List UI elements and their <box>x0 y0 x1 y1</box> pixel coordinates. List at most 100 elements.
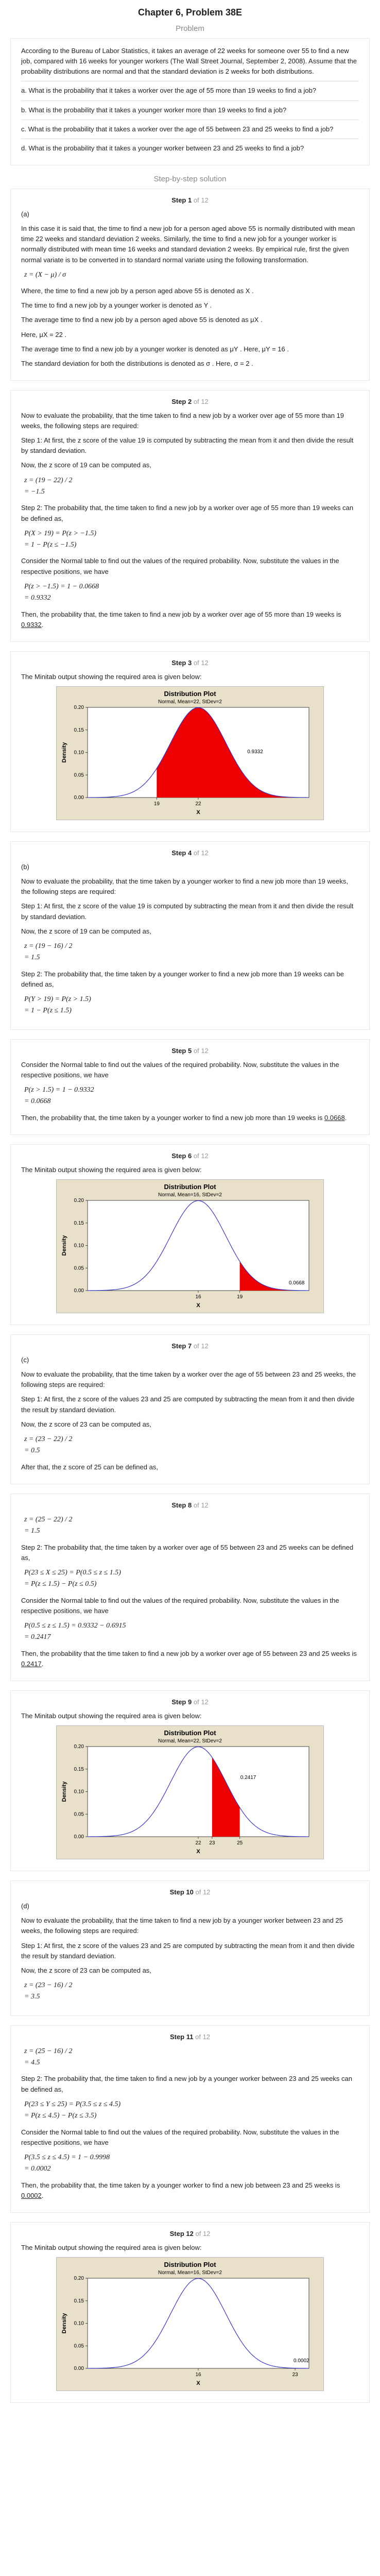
step-card: Step 4 of 12 (b) Now to evaluate the pro… <box>10 841 370 1030</box>
x-axis-label: X <box>196 1849 200 1855</box>
step-card: Step 9 of 12 The Minitab output showing … <box>10 1690 370 1872</box>
formula: z = (19 − 22) / 2 = −1.5 <box>24 476 73 496</box>
step-card: Step 5 of 12 Consider the Normal table t… <box>10 1039 370 1135</box>
x-tick-label: 22 <box>195 1840 201 1846</box>
step-text: Then, the probability that, the time tak… <box>21 2181 340 2199</box>
question-d: d. What is the probability that it takes… <box>21 138 359 154</box>
x-axis-label: X <box>196 809 200 816</box>
x-tick-label: 19 <box>237 1294 243 1300</box>
step-text: The average time to find a new job by a … <box>21 345 289 353</box>
formula: P(0.5 ≤ z ≤ 1.5) = 0.9332 − 0.6915 = 0.2… <box>24 1621 126 1641</box>
step-card: Step 12 of 12 The Minitab output showing… <box>10 2222 370 2403</box>
y-axis-label: Density <box>61 2313 67 2334</box>
y-tick-label: 0.05 <box>74 772 84 778</box>
step-text: Then, the probability that, the time tak… <box>21 610 341 629</box>
y-tick-label: 0.20 <box>74 1744 84 1750</box>
step-title: Step 11 of 12 <box>169 2032 211 2041</box>
formula: P(X > 19) = P(z > −1.5) = 1 − P(z ≤ −1.5… <box>24 529 97 549</box>
step-title: Step 10 of 12 <box>169 1888 211 1896</box>
y-tick-label: 0.05 <box>74 1811 84 1817</box>
step-text: Step 1: At first, the z score of the val… <box>21 436 354 455</box>
y-axis-label: Density <box>61 1781 67 1802</box>
y-tick-label: 0.10 <box>74 2321 84 2327</box>
formula: z = (X − μ) / σ <box>24 270 66 279</box>
step-card: Step 2 of 12 Now to evaluate the probabi… <box>10 389 370 642</box>
formula: z = (25 − 22) / 2 = 1.5 <box>24 1515 73 1535</box>
step-text: Consider the Normal table to find out th… <box>21 1596 339 1615</box>
y-tick-label: 0.20 <box>74 1198 84 1204</box>
plot-area <box>87 2278 309 2369</box>
step-text: Then, the probability that the time take… <box>21 1649 357 1668</box>
plot-area <box>87 1200 309 1291</box>
formula: z = (19 − 16) / 2 = 1.5 <box>24 942 73 962</box>
step-text: Now to evaluate the probability, that th… <box>21 411 344 430</box>
step-title: Step 2 of 12 <box>171 397 209 405</box>
step-text: Then, the probability that, the time tak… <box>21 1113 347 1122</box>
y-tick-label: 0.15 <box>74 727 84 733</box>
plot-title: Distribution Plot <box>164 690 216 698</box>
problem-card: According to the Bureau of Labor Statist… <box>10 38 370 165</box>
density-curve <box>87 2278 309 2369</box>
step-text: The Minitab output showing the required … <box>21 2243 202 2251</box>
y-tick-label: 0.15 <box>74 1767 84 1772</box>
step-text: Where, the time to find a new job by a p… <box>21 287 254 295</box>
y-tick-label: 0.00 <box>74 795 84 801</box>
distribution-plot: Distribution Plot Normal, Mean=22, StDev=… <box>56 1725 324 1860</box>
step-text: After that, the z score of 25 can be def… <box>21 1463 158 1471</box>
area-label: 0.9332 <box>247 749 263 755</box>
y-tick-label: 0.20 <box>74 2276 84 2281</box>
step-text: Step 1: At first, the z score of the val… <box>21 1941 355 1960</box>
distribution-plot-svg: Distribution Plot Normal, Mean=16, StDev=… <box>61 2261 309 2386</box>
step-title: Step 7 of 12 <box>171 1342 209 1350</box>
step-text: Here, μX = 22 . <box>21 330 67 338</box>
question-b: b. What is the probability that it takes… <box>21 100 359 115</box>
formula: z = (23 − 16) / 2 = 3.5 <box>24 1981 73 2001</box>
step-title: Step 8 of 12 <box>171 1501 209 1509</box>
step-text: Now to evaluate the probability, that th… <box>21 877 348 896</box>
step-card: Step 7 of 12 (c) Now to evaluate the pro… <box>10 1334 370 1484</box>
step-card: Step 1 of 12 (a) In this case it is said… <box>10 188 370 381</box>
step-title: Step 4 of 12 <box>171 849 209 857</box>
density-curve <box>87 1746 309 1837</box>
step-title: Step 9 of 12 <box>171 1698 209 1706</box>
step-text: The average time to find a new job by a … <box>21 316 263 324</box>
plot-area <box>87 1746 309 1837</box>
step-part: (b) <box>21 862 29 871</box>
density-curve <box>87 1200 309 1291</box>
y-tick-label: 0.20 <box>74 705 84 710</box>
plot-subtitle: Normal, Mean=16, StDev=2 <box>158 1192 222 1198</box>
step-card: Step 11 of 12 z = (25 − 16) / 2 = 4.5 St… <box>10 2025 370 2213</box>
y-axis-label: Density <box>61 742 67 763</box>
plot-subtitle: Normal, Mean=22, StDev=2 <box>158 1738 222 1744</box>
area-label: 0.2417 <box>240 1775 256 1781</box>
step-part: (c) <box>21 1355 29 1364</box>
step-part: (d) <box>21 1902 29 1910</box>
formula: P(z > −1.5) = 1 − 0.0668 = 0.9332 <box>24 582 99 602</box>
y-tick-label: 0.00 <box>74 1288 84 1294</box>
step-text: Step 2: The probability that, the time t… <box>21 970 344 988</box>
y-axis-label: Density <box>61 1235 67 1256</box>
step-card: Step 6 of 12 The Minitab output showing … <box>10 1144 370 1325</box>
step-title: Step 6 of 12 <box>171 1151 209 1160</box>
formula: P(z > 1.5) = 1 − 0.9332 = 0.0668 <box>24 1086 94 1106</box>
step-title: Step 5 of 12 <box>171 1046 209 1055</box>
x-axis-label: X <box>196 2380 200 2386</box>
plot-subtitle: Normal, Mean=16, StDev=2 <box>158 2270 222 2276</box>
step-text: Consider the Normal table to find out th… <box>21 1060 339 1079</box>
y-tick-label: 0.10 <box>74 750 84 755</box>
y-tick-label: 0.00 <box>74 1834 84 1840</box>
step-text: Consider the Normal table to find out th… <box>21 557 339 575</box>
plot-title: Distribution Plot <box>164 1183 216 1191</box>
x-tick-label: 23 <box>209 1840 215 1846</box>
x-tick-label: 22 <box>195 801 201 807</box>
answer: 0.9332 <box>21 620 42 629</box>
step-title: Step 12 of 12 <box>169 2229 211 2238</box>
plot-title: Distribution Plot <box>164 2261 216 2268</box>
x-tick-label: 16 <box>195 1294 201 1300</box>
formula: z = (25 − 16) / 2 = 4.5 <box>24 2047 73 2067</box>
x-axis-label: X <box>196 1302 200 1309</box>
step-text: The Minitab output showing the required … <box>21 1165 202 1174</box>
